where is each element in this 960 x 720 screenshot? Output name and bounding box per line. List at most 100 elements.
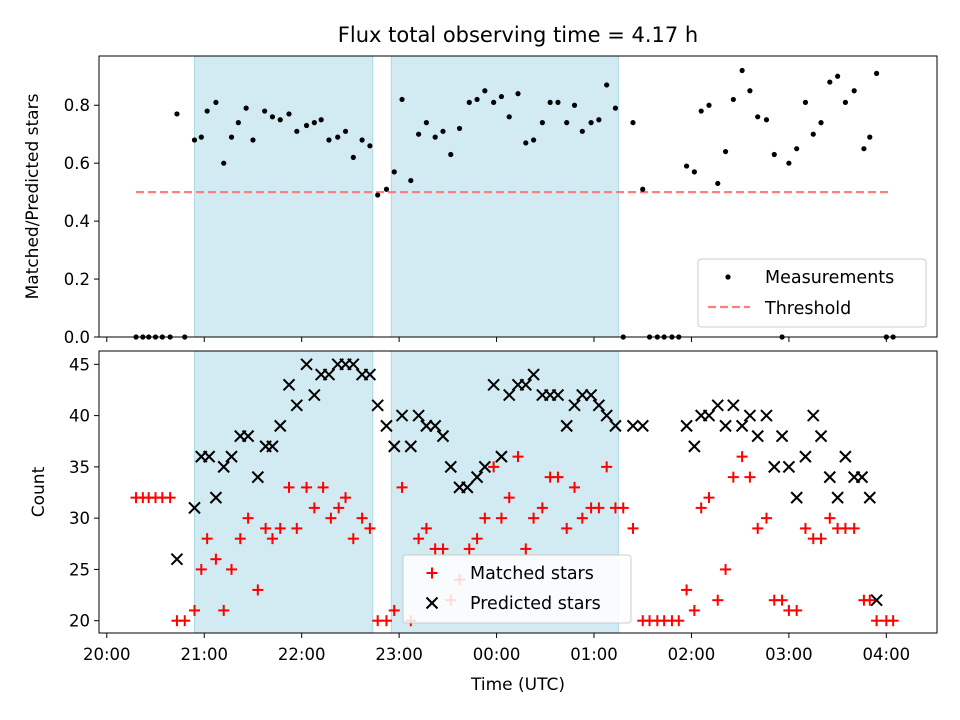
bottom-legend: Matched stars Predicted stars — [402, 554, 632, 624]
matched-star-point — [291, 522, 303, 534]
measurement-point — [810, 131, 816, 137]
y-tick-label: 0.2 — [64, 270, 90, 289]
predicted-star-point — [308, 388, 321, 402]
predicted-star-point — [760, 409, 773, 422]
matched-star-point — [226, 563, 238, 575]
matched-star-point — [536, 502, 548, 514]
measurement-point — [604, 82, 610, 88]
measurement-point — [399, 96, 405, 103]
predicted-star-point — [274, 419, 287, 433]
cross-b — [444, 460, 457, 474]
measurement-point — [842, 99, 849, 105]
legend-marker-predicted-stars — [425, 596, 439, 610]
cross-b — [404, 440, 418, 453]
measurement-point — [515, 91, 521, 97]
measurement-point — [235, 120, 241, 126]
predicted-star-point — [584, 388, 598, 402]
observing-span-1 — [193, 350, 374, 634]
matched-star-point — [681, 584, 693, 596]
matched-star-point — [396, 481, 408, 493]
predicted-star-point — [209, 491, 223, 504]
predicted-star-point — [870, 593, 883, 607]
cross-b — [711, 399, 724, 412]
measurement-point — [730, 96, 736, 103]
measurement-point — [474, 96, 480, 103]
predicted-star-point — [420, 419, 433, 433]
matched-star-point — [688, 604, 700, 616]
predicted-star-point — [751, 429, 764, 443]
matched-star-point — [260, 522, 272, 534]
matched-star-point — [512, 451, 524, 463]
cross-b — [735, 419, 749, 433]
predicted-star-point — [727, 399, 740, 412]
legend-label-threshold: Threshold — [764, 299, 851, 319]
cross-b — [308, 388, 321, 402]
x-axis-label: Time (UTC) — [470, 675, 565, 695]
matched-star-point — [720, 563, 732, 575]
predicted-star-point — [702, 409, 716, 422]
measurement-point — [691, 169, 697, 175]
measurement-point — [250, 137, 256, 143]
cross-b — [688, 440, 701, 453]
predicted-star-point — [188, 501, 201, 515]
cross-b — [527, 368, 540, 381]
predicted-star-point — [290, 399, 304, 412]
measurement-point — [228, 134, 235, 140]
cross-b — [209, 491, 223, 504]
x-tick-label: 04:00 — [863, 645, 911, 664]
cross-b — [188, 501, 201, 515]
cross-b — [560, 419, 573, 433]
x-tick-label: 20:00 — [83, 645, 131, 664]
measurement-point — [335, 134, 341, 140]
matched-star-point — [413, 533, 425, 545]
predicted-star-point — [719, 419, 732, 433]
observing-span-1 — [193, 55, 374, 338]
cross-b — [584, 388, 598, 402]
matched-star-point — [308, 502, 320, 514]
cross-b — [831, 491, 844, 504]
predicted-star-point — [300, 358, 313, 371]
predicted-star-point — [592, 399, 606, 412]
matched-star-point — [164, 492, 176, 504]
measurement-point — [423, 120, 430, 126]
y-tick-label: 0.8 — [64, 96, 90, 115]
predicted-star-point — [831, 491, 844, 504]
matched-star-point — [333, 502, 345, 514]
measurement-point — [448, 151, 454, 158]
predicted-star-point — [282, 378, 296, 392]
measurement-point — [506, 114, 512, 120]
matched-stars-series — [130, 451, 899, 627]
matched-star-point — [283, 481, 295, 493]
top-shaded-spans — [193, 55, 619, 338]
cross-b — [775, 429, 789, 443]
y-tick-label: 0.6 — [64, 154, 90, 173]
predicted-star-point — [388, 440, 401, 453]
matched-star-point — [488, 461, 500, 473]
measurement-point — [174, 111, 180, 117]
predicted-star-point — [807, 409, 820, 422]
matched-star-point — [528, 512, 540, 524]
cross-b — [363, 368, 377, 381]
cross-b — [823, 470, 837, 484]
x-tick-label: 23:00 — [375, 645, 423, 664]
x-tick-label: 22:00 — [278, 645, 326, 664]
measurement-point — [873, 70, 880, 76]
measurement-point — [342, 128, 349, 134]
matched-star-point — [593, 502, 605, 514]
matched-star-point — [776, 594, 788, 606]
measurement-point — [747, 88, 753, 94]
cross-b — [371, 399, 384, 412]
measurement-point — [277, 117, 283, 123]
predicted-star-point — [436, 429, 450, 443]
matched-star-point — [695, 502, 707, 514]
cross-b — [202, 450, 216, 463]
predicted-star-point — [461, 481, 474, 494]
y-tick-label: 40 — [69, 407, 90, 426]
cross-b — [609, 419, 622, 433]
predicted-star-point — [609, 419, 622, 433]
measurement-point — [262, 108, 268, 114]
matched-star-point — [791, 604, 803, 616]
matched-star-point — [887, 615, 899, 627]
cross-b — [568, 399, 581, 412]
